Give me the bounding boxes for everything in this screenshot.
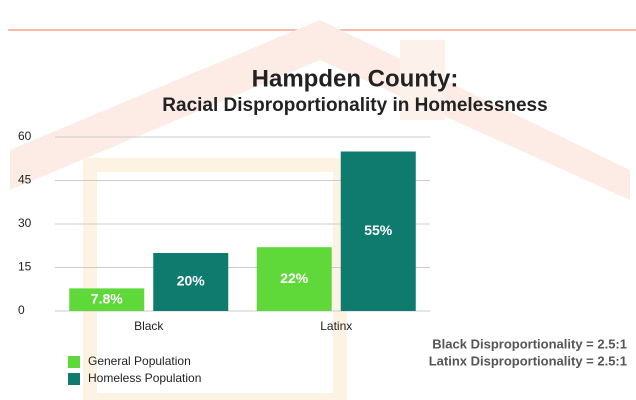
bar [340, 151, 416, 311]
y-tick-label: 15 [18, 260, 32, 274]
value-label: 20% [177, 273, 206, 289]
chart-title: Hampden County: [252, 65, 459, 92]
background-watermark [8, 20, 636, 400]
annotation: Black Disproportionality = 2.5:1 [432, 336, 627, 351]
chart-subtitle: Racial Disproportionality in Homelessnes… [162, 95, 547, 116]
legend-label: General Population [88, 354, 191, 368]
y-tick-label: 45 [18, 173, 32, 187]
y-tick-label: 30 [18, 216, 32, 230]
value-label: 55% [364, 222, 393, 238]
bar [153, 253, 229, 311]
y-tick-label: 0 [18, 303, 25, 317]
bar [256, 247, 332, 311]
annotation: Latinx Disproportionality = 2.5:1 [429, 353, 627, 368]
x-tick-label: Latinx [320, 319, 352, 333]
y-tick-label: 60 [18, 129, 32, 143]
legend-swatch [68, 356, 80, 368]
x-tick-label: Black [134, 319, 164, 333]
bar [69, 288, 145, 311]
legend-swatch [68, 373, 80, 385]
legend-label: Homeless Population [88, 371, 201, 385]
value-label: 7.8% [91, 290, 123, 306]
value-label: 22% [280, 270, 309, 286]
